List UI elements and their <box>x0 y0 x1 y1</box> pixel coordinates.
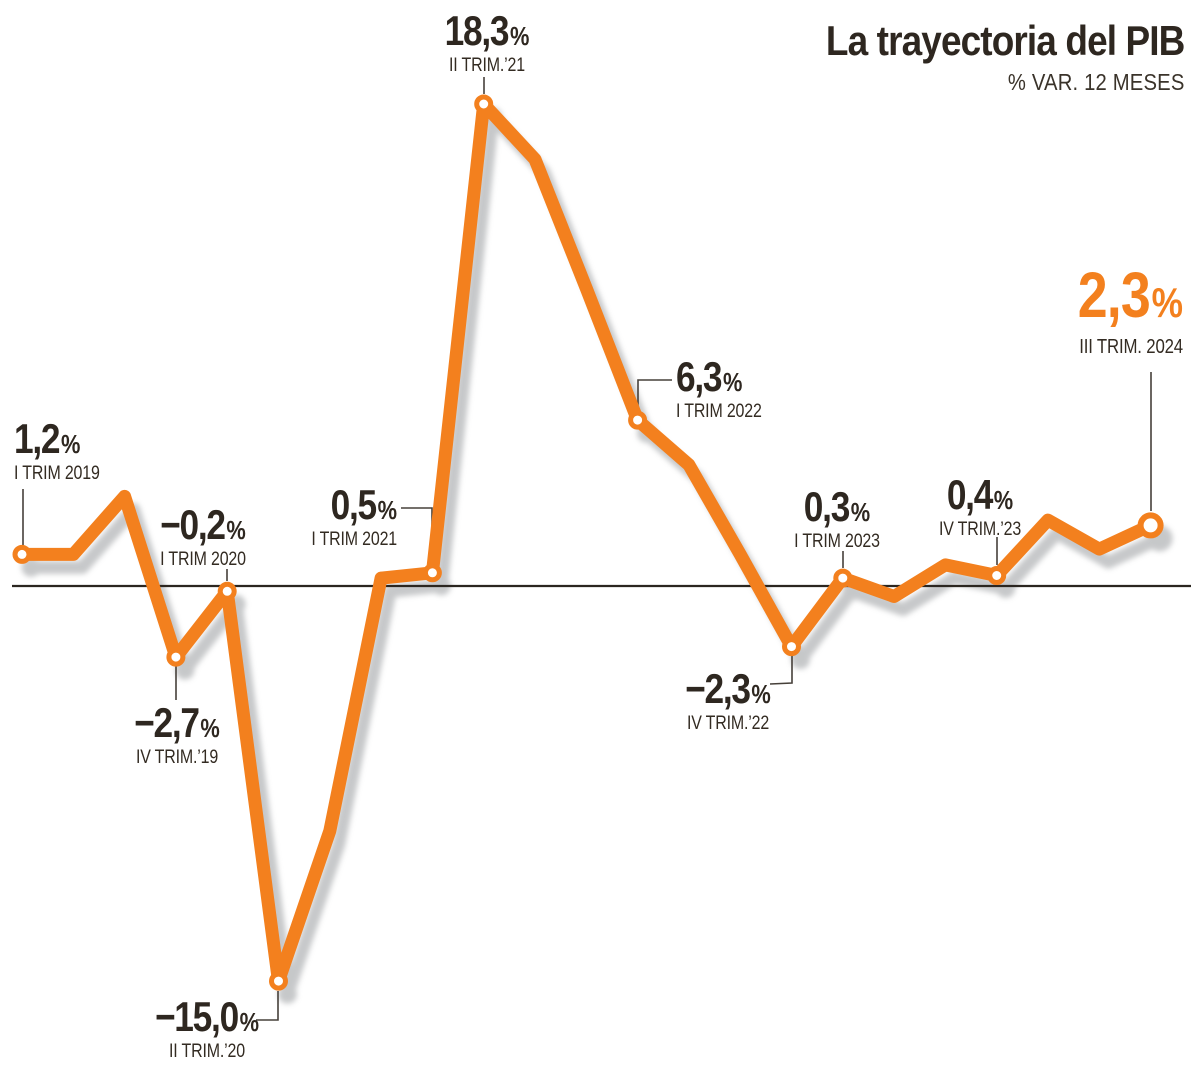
gdp-line-layer <box>12 94 1164 991</box>
leader-line <box>769 656 793 685</box>
line-drop-shadow <box>21 107 1173 1004</box>
data-point-marker <box>833 568 853 588</box>
data-point-marker <box>269 971 288 991</box>
gdp-line <box>15 97 1158 988</box>
data-point-marker <box>166 647 186 667</box>
data-point-marker <box>217 581 237 601</box>
data-point-marker <box>1137 512 1164 539</box>
data-point-marker <box>474 94 494 114</box>
data-point-marker <box>782 637 801 657</box>
chart-subtitle: % VAR. 12 MESES <box>1007 69 1184 95</box>
leader-line <box>637 379 672 410</box>
gdp-line-shadow <box>24 110 1167 1001</box>
leader-line <box>256 991 279 1021</box>
data-point-marker <box>628 410 648 430</box>
chart-title: La trayectoria del PIB <box>825 17 1184 64</box>
leader-line <box>401 507 433 563</box>
data-point-marker <box>12 544 32 564</box>
chart-header: La trayectoria del PIB % VAR. 12 MESES <box>777 17 1184 95</box>
data-point-marker <box>422 563 442 583</box>
data-point-markers <box>12 94 1164 991</box>
leader-lines <box>22 77 1152 1021</box>
data-point-marker <box>987 566 1007 585</box>
